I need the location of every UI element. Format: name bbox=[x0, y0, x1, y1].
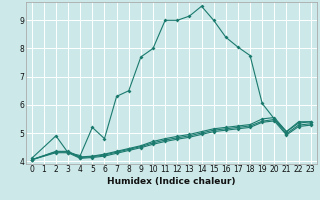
X-axis label: Humidex (Indice chaleur): Humidex (Indice chaleur) bbox=[107, 177, 236, 186]
